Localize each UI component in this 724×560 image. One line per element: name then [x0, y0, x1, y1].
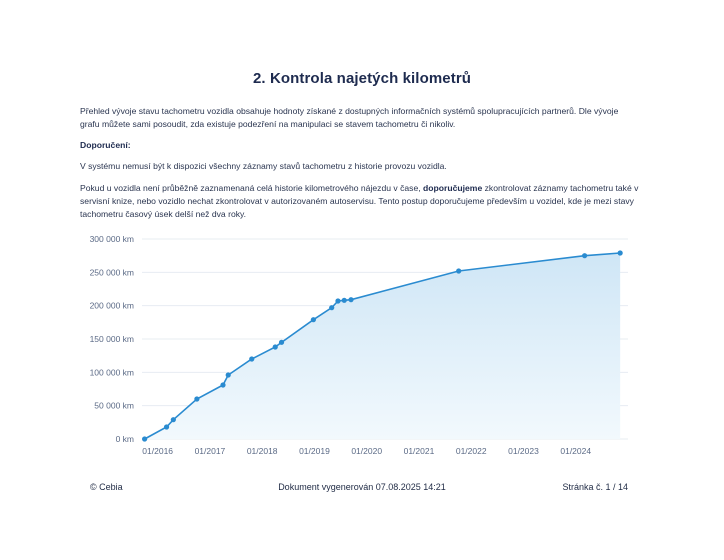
x-tick-label: 01/2024: [560, 446, 591, 456]
footer-generated-date: Dokument vygenerován 07.08.2025 14:21: [278, 482, 446, 492]
x-tick-label: 01/2018: [247, 446, 278, 456]
footer-page-number: Stránka č. 1 / 14: [562, 482, 628, 492]
x-tick-label: 01/2023: [508, 446, 539, 456]
y-tick-label: 100 000 km: [90, 367, 134, 377]
mileage-point: [225, 372, 231, 378]
section-title: 2. Kontrola najetých kilometrů: [252, 70, 472, 87]
x-tick-label: 01/2022: [456, 446, 487, 456]
x-tick-label: 01/2019: [299, 446, 330, 456]
y-tick-label: 250 000 km: [90, 267, 134, 277]
intro-paragraph: Přehled vývoje stavu tachometru vozidla …: [80, 106, 619, 129]
y-tick-label: 150 000 km: [90, 334, 134, 344]
note-paragraph: V systému nemusí být k dispozici všechny…: [80, 161, 447, 171]
mileage-point: [617, 250, 623, 256]
mileage-point: [278, 339, 285, 345]
advice-bold-word: doporučujeme: [423, 183, 483, 193]
mileage-point: [329, 305, 335, 311]
mileage-point: [170, 417, 176, 423]
mileage-point: [142, 436, 148, 442]
mileage-point: [194, 396, 200, 402]
x-tick-label: 01/2017: [195, 446, 226, 456]
mileage-area: [144, 253, 621, 439]
mileage-point: [335, 298, 341, 304]
x-tick-label: 01/2021: [404, 446, 435, 456]
y-tick-label: 50 000 km: [94, 401, 134, 411]
mileage-point: [341, 297, 347, 303]
mileage-point: [163, 424, 170, 430]
footer-copyright: © Cebia: [90, 482, 123, 492]
recommend-heading-text: Doporučení:: [80, 140, 131, 150]
mileage-point: [348, 297, 354, 303]
y-tick-label: 0 km: [116, 434, 134, 444]
recommend-heading: Doporučení:: [80, 139, 640, 152]
mileage-point: [456, 268, 462, 274]
advice-text-1: Pokud u vozidla není průběžně zaznamenan…: [80, 183, 424, 193]
advice-paragraph: Pokud u vozidla není průběžně zaznamenan…: [80, 182, 640, 221]
mileage-point: [249, 356, 255, 362]
mileage-point: [272, 344, 278, 350]
mileage-chart: 0 km 50 000 km 100 000 km 150 000 km 200 000…: [90, 234, 628, 456]
advice-text-2: zkontrolovat záznamy tachometru také v s…: [80, 183, 639, 219]
mileage-point: [582, 253, 588, 259]
mileage-point: [310, 317, 317, 323]
mileage-point: [220, 382, 226, 388]
x-tick-label: 01/2016: [142, 446, 173, 456]
x-tick-label: 01/2020: [351, 446, 382, 456]
y-tick-label: 300 000 km: [90, 234, 134, 244]
y-tick-label: 200 000 km: [90, 301, 134, 311]
